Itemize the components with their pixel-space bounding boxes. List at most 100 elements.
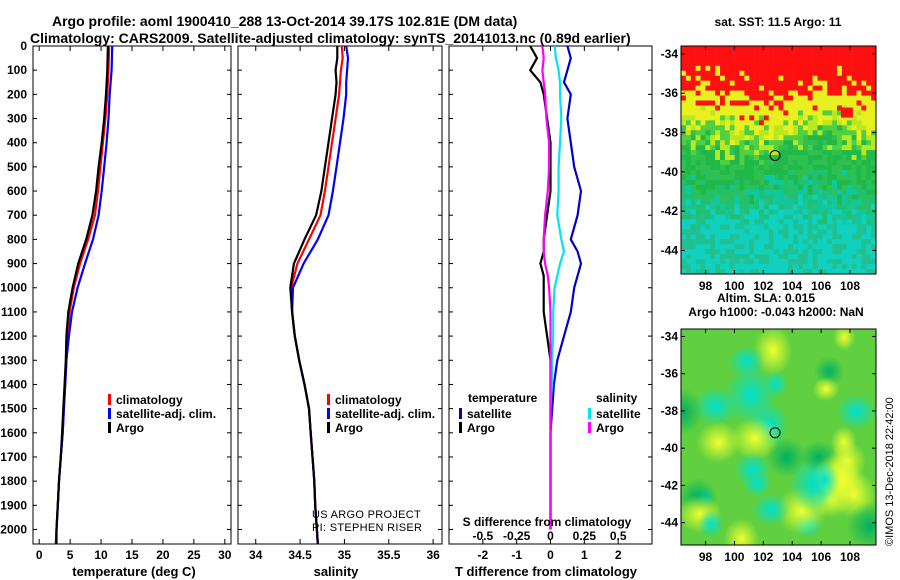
- sst-cell: [832, 125, 838, 131]
- sst-cell: [720, 214, 726, 220]
- sst-cell: [817, 234, 823, 240]
- sst-cell: [724, 164, 731, 171]
- sst-cell: [773, 249, 779, 255]
- sst-cell: [715, 75, 721, 81]
- sst-cell: [798, 90, 804, 96]
- sst-cell: [734, 229, 740, 235]
- sst-cell: [798, 229, 804, 235]
- sst-cell: [695, 120, 701, 126]
- timestamp: ©IMOS 13-Dec-2018 22:42:00: [884, 397, 896, 546]
- sst-cell: [841, 224, 848, 230]
- sst-cell: [817, 244, 823, 250]
- sst-cell: [749, 70, 755, 77]
- sst-cell: [871, 80, 876, 86]
- sst-cell: [778, 254, 784, 260]
- sst-cell: [861, 244, 867, 250]
- legend-argo: Argo: [335, 421, 363, 435]
- sst-cell: [778, 209, 784, 215]
- sst-cell: [729, 115, 735, 121]
- sst-cell: [837, 85, 843, 91]
- sst-cell: [715, 264, 721, 270]
- sst-cell: [812, 75, 818, 81]
- sst-cell: [846, 214, 852, 220]
- sst-cell: [734, 135, 740, 141]
- sst-cell: [778, 164, 784, 171]
- sst-cell: [749, 130, 755, 136]
- sst-cell: [866, 130, 872, 136]
- sst-cell: [837, 46, 843, 52]
- sst-cell: [754, 269, 760, 274]
- sst-cell: [685, 189, 692, 195]
- sst-cell: [724, 199, 731, 205]
- sst-cell: [754, 135, 760, 141]
- sst-cell: [812, 150, 818, 156]
- legend-temp-argo: Argo: [467, 421, 495, 435]
- sst-cell: [685, 174, 692, 181]
- sst-cell: [768, 90, 774, 96]
- sst-cell: [822, 60, 828, 67]
- sst-cell: [778, 50, 784, 57]
- argo-location-marker: [769, 427, 781, 439]
- temperature-legend: climatology satellite-adj. clim. Argo: [108, 393, 216, 435]
- sst-cell: [744, 199, 750, 205]
- depth-tick-label: 1100: [1, 305, 27, 319]
- sst-cell: [812, 219, 818, 225]
- sst-cell: [856, 110, 862, 116]
- sst-cell: [851, 115, 857, 121]
- sst-cell: [812, 160, 818, 166]
- sst-cell: [778, 65, 784, 72]
- sst-cell: [832, 110, 838, 116]
- sst-cell: [866, 244, 872, 250]
- sst-cell: [807, 209, 813, 215]
- sst-cell: [763, 120, 770, 126]
- sst-cell: [802, 244, 809, 250]
- sst-cell: [729, 244, 735, 250]
- sst-cell: [861, 214, 867, 220]
- sst-cell: [724, 224, 731, 230]
- temperature-panel: [32, 45, 232, 545]
- lon-tick-label: 104: [782, 279, 802, 293]
- sst-cell: [798, 219, 804, 225]
- sst-cell: [695, 234, 701, 240]
- sst-cell: [705, 249, 711, 255]
- sst-cell: [812, 164, 818, 171]
- sst-cell: [744, 65, 750, 72]
- sst-cell: [768, 169, 774, 176]
- salinity-axis-label: salinity: [314, 564, 360, 579]
- sst-cell: [749, 46, 755, 52]
- sla-eddy: [743, 472, 772, 497]
- sst-cell: [729, 155, 735, 161]
- sst-cell: [827, 120, 833, 126]
- sst-cell: [783, 50, 789, 57]
- sst-cell: [759, 70, 765, 77]
- sst-cell: [807, 174, 813, 181]
- sst-cell: [802, 65, 809, 72]
- sst-cell: [700, 204, 706, 210]
- sst-cell: [846, 55, 852, 62]
- sst-cell: [837, 169, 843, 176]
- sst-cell: [871, 65, 876, 72]
- x-tick-label: 1: [581, 548, 588, 562]
- sst-cell: [768, 155, 774, 161]
- sst-cell: [754, 50, 760, 57]
- sst-cell: [739, 110, 745, 116]
- sst-cell: [759, 269, 765, 274]
- sst-cell: [798, 115, 804, 121]
- sst-cell: [837, 224, 843, 230]
- sst-cell: [861, 189, 867, 195]
- sst-cell: [729, 120, 735, 126]
- sst-cell: [705, 224, 711, 230]
- sst-cell: [744, 174, 750, 181]
- sst-cell: [793, 155, 799, 161]
- sst-cell: [802, 204, 809, 210]
- sst-cell: [798, 80, 804, 86]
- sst-cell: [798, 254, 804, 260]
- sst-cell: [851, 169, 857, 176]
- sst-cell: [734, 125, 740, 131]
- sst-cell: [832, 150, 838, 156]
- sst-cell: [832, 169, 838, 176]
- sst-cell: [841, 264, 848, 270]
- sst-cell: [700, 184, 706, 191]
- sst-cell: [744, 269, 750, 274]
- sst-cell: [690, 150, 696, 156]
